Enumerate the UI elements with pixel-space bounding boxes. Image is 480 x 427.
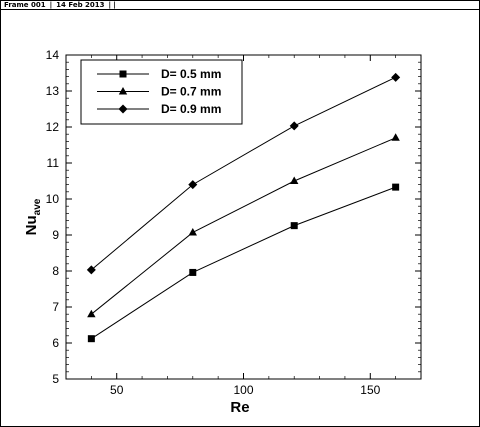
- y-axis-title-sub: ave: [32, 198, 43, 215]
- x-tick-label: 150: [360, 383, 380, 397]
- frame-header: Frame 001 | 14 Feb 2013 | |: [1, 1, 117, 9]
- data-point-square: [290, 222, 298, 230]
- frame-date: 14 Feb 2013: [56, 1, 105, 9]
- y-tick-label: 6: [52, 336, 59, 350]
- series-line: [91, 76, 396, 271]
- data-point-diamond: [86, 265, 96, 275]
- frame-title: Frame 001: [4, 1, 46, 9]
- axes-layer: 5 6 7 8 9 10 11 12 13 14 50 100 150: [46, 48, 422, 397]
- frame-separator: |: [49, 1, 53, 9]
- data-point-square: [189, 268, 197, 276]
- data-point-triangle: [188, 227, 197, 236]
- x-tick-label: 100: [233, 383, 253, 397]
- series-layer: [86, 72, 401, 343]
- x-axis-title: Re: [230, 399, 249, 416]
- y-tick-label: 12: [46, 120, 60, 134]
- data-point-diamond: [289, 121, 299, 131]
- y-axis-title: Nuave: [23, 198, 43, 235]
- data-point-diamond: [391, 72, 401, 82]
- y-tick-label: 5: [52, 372, 59, 386]
- frame-separator: |: [108, 1, 112, 9]
- series-3: [86, 72, 401, 275]
- y-tick-label: 11: [47, 156, 60, 170]
- y-axis-title-main: Nu: [23, 215, 40, 235]
- series-line: [91, 137, 396, 315]
- y-tick-label: 7: [52, 300, 59, 314]
- legend-label: D= 0.7 mm: [161, 85, 221, 99]
- y-tick-label: 8: [52, 264, 59, 278]
- frame-header-divider: [0, 9, 480, 10]
- data-point-diamond: [188, 180, 198, 190]
- data-point-triangle: [290, 176, 299, 184]
- y-tick-label: 13: [46, 84, 60, 98]
- data-point-square: [392, 183, 400, 191]
- data-point-square: [87, 335, 95, 343]
- legend-label: D= 0.5 mm: [161, 67, 221, 81]
- legend: D= 0.5 mm D= 0.7 mm D= 0.9 mm: [80, 59, 243, 125]
- frame-separator: |: [113, 1, 116, 9]
- data-point-triangle: [391, 133, 400, 141]
- series-2: [87, 133, 400, 318]
- legend-marker-square: [119, 70, 127, 78]
- x-tick-label: 50: [110, 383, 124, 397]
- legend-marker-triangle: [118, 87, 128, 95]
- data-point-triangle: [87, 309, 96, 318]
- series-1: [87, 183, 400, 343]
- legend-label: D= 0.9 mm: [161, 102, 221, 116]
- y-tick-label: 10: [46, 192, 60, 206]
- series-line: [91, 186, 396, 340]
- y-tick-label: 14: [46, 48, 60, 62]
- legend-marker-diamond: [118, 104, 128, 114]
- y-tick-label: 9: [52, 228, 59, 242]
